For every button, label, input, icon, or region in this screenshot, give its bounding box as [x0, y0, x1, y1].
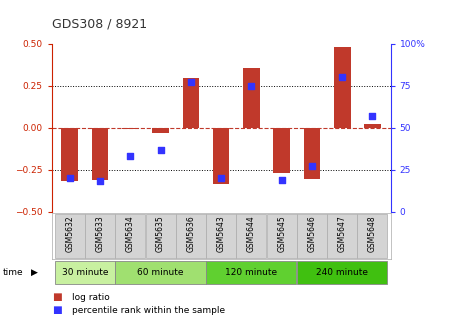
Text: GSM5634: GSM5634	[126, 216, 135, 252]
Point	[218, 175, 225, 181]
Text: GSM5636: GSM5636	[186, 216, 195, 252]
Text: GSM5648: GSM5648	[368, 216, 377, 252]
Text: GSM5632: GSM5632	[65, 216, 74, 252]
FancyBboxPatch shape	[115, 214, 145, 258]
FancyBboxPatch shape	[206, 214, 236, 258]
Text: 120 minute: 120 minute	[225, 268, 277, 277]
Bar	[183, 78, 199, 128]
FancyBboxPatch shape	[327, 214, 357, 258]
Text: percentile rank within the sample: percentile rank within the sample	[72, 306, 225, 314]
Point	[308, 164, 316, 169]
Text: 30 minute: 30 minute	[62, 268, 108, 277]
FancyBboxPatch shape	[297, 214, 327, 258]
FancyBboxPatch shape	[85, 214, 115, 258]
FancyBboxPatch shape	[357, 214, 387, 258]
Text: GSM5647: GSM5647	[338, 216, 347, 252]
Text: 240 minute: 240 minute	[316, 268, 368, 277]
FancyBboxPatch shape	[267, 214, 297, 258]
Text: GSM5646: GSM5646	[308, 216, 317, 252]
Bar	[273, 128, 290, 173]
Text: ▶: ▶	[31, 268, 37, 277]
Point	[66, 175, 73, 181]
Text: GSM5644: GSM5644	[247, 216, 256, 252]
Text: 60 minute: 60 minute	[137, 268, 184, 277]
Point	[157, 147, 164, 152]
Point	[127, 154, 134, 159]
FancyBboxPatch shape	[237, 214, 266, 258]
Bar	[364, 124, 381, 128]
Bar	[334, 47, 351, 128]
FancyBboxPatch shape	[176, 214, 206, 258]
FancyBboxPatch shape	[55, 261, 115, 284]
Point	[369, 113, 376, 119]
Text: GSM5635: GSM5635	[156, 216, 165, 252]
Point	[339, 75, 346, 80]
Bar	[62, 128, 78, 181]
Bar	[92, 128, 108, 180]
Bar	[152, 128, 169, 133]
Text: ■: ■	[52, 305, 62, 315]
Point	[248, 83, 255, 88]
Bar	[213, 128, 229, 184]
Point	[278, 177, 285, 182]
FancyBboxPatch shape	[145, 214, 176, 258]
FancyBboxPatch shape	[115, 261, 206, 284]
Bar	[304, 128, 320, 179]
Text: GDS308 / 8921: GDS308 / 8921	[52, 17, 147, 30]
Text: GSM5633: GSM5633	[96, 216, 105, 252]
Point	[187, 80, 194, 85]
Bar	[122, 128, 139, 129]
Text: log ratio: log ratio	[72, 293, 110, 302]
Text: GSM5643: GSM5643	[216, 216, 226, 252]
FancyBboxPatch shape	[206, 261, 296, 284]
FancyBboxPatch shape	[55, 214, 85, 258]
FancyBboxPatch shape	[297, 261, 387, 284]
Text: time: time	[2, 268, 23, 277]
Text: ■: ■	[52, 292, 62, 302]
Bar	[243, 68, 260, 128]
Point	[97, 179, 104, 184]
Text: GSM5645: GSM5645	[277, 216, 286, 252]
